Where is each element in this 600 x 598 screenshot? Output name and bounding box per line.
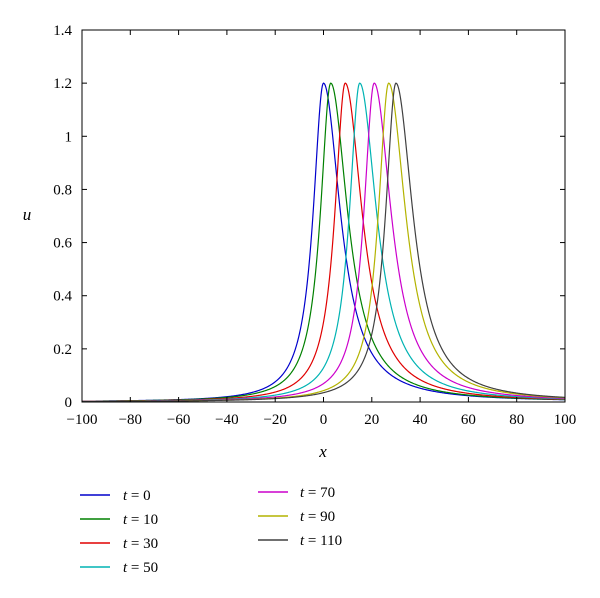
x-tick-label: 80 (509, 412, 524, 428)
y-tick-label: 0.2 (53, 342, 72, 358)
legend-label: t = 90 (300, 509, 335, 525)
x-axis-label: x (318, 442, 327, 461)
x-tick-label: −40 (215, 412, 238, 428)
legend-label: t = 50 (123, 560, 158, 576)
y-tick-label: 1 (65, 129, 73, 145)
x-tick-label: −60 (167, 412, 190, 428)
y-tick-label: 0.4 (53, 289, 72, 305)
x-tick-label: 60 (461, 412, 476, 428)
legend-entry: t = 70 (258, 485, 335, 501)
series-line-0 (82, 82, 566, 402)
x-tick-label: −100 (67, 412, 98, 428)
x-tick-label: −80 (119, 412, 142, 428)
legend-label: t = 10 (123, 512, 158, 528)
y-tick-label: 0.6 (53, 236, 72, 252)
legend: t = 0 t = 10 t = 30 t = 50 t = 70 t = 90 t = 1… (80, 485, 342, 576)
x-tick-label: 40 (413, 412, 428, 428)
legend-label: t = 30 (123, 536, 158, 552)
series-line-5 (81, 82, 566, 403)
y-tick-label: 0 (65, 395, 73, 411)
plot-frame (81, 29, 566, 403)
y-axis-label: u (23, 205, 32, 224)
series-line-1 (82, 82, 566, 402)
plot-curves (81, 82, 566, 403)
y-tick-label: 0.8 (53, 182, 72, 198)
series-line-4 (82, 82, 566, 403)
legend-label: t = 110 (300, 533, 342, 549)
legend-entry: t = 50 (80, 560, 158, 576)
y-axis: 0 0.2 0.4 0.6 0.8 1 1.2 1.4 (53, 23, 565, 411)
legend-entry: t = 110 (258, 533, 342, 549)
legend-label: t = 70 (300, 485, 335, 501)
x-axis: −100 −80 −60 −40 −20 0 20 40 60 80 100 (67, 30, 577, 428)
legend-entry: t = 0 (80, 488, 151, 504)
series-line-2 (81, 82, 566, 402)
legend-entry: t = 90 (258, 509, 335, 525)
legend-entry: t = 30 (80, 536, 158, 552)
series-line-6 (82, 82, 566, 403)
y-tick-label: 1.4 (53, 23, 72, 39)
y-tick-label: 1.2 (53, 76, 72, 92)
x-tick-label: 0 (320, 412, 328, 428)
legend-entry: t = 10 (80, 512, 158, 528)
legend-label: t = 0 (123, 488, 151, 504)
series-line-3 (82, 82, 566, 402)
x-tick-label: −20 (263, 412, 286, 428)
x-tick-label: 20 (364, 412, 379, 428)
x-tick-label: 100 (554, 412, 577, 428)
